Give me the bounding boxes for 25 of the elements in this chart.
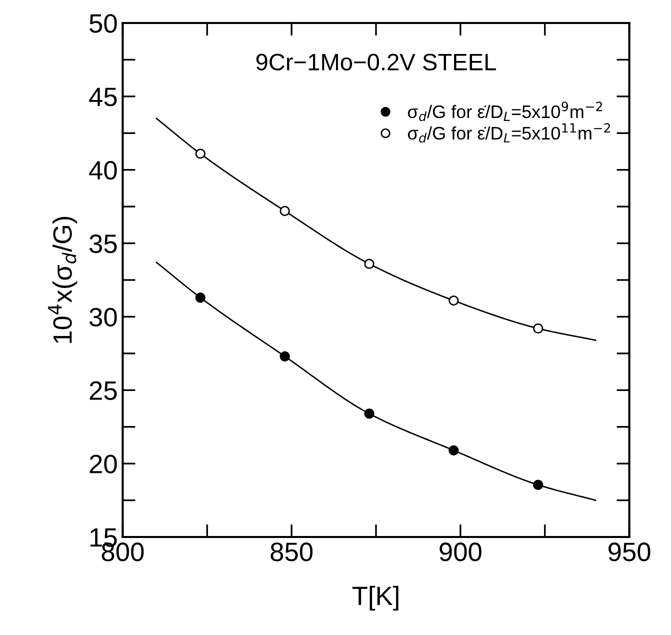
- y-tick-label: 30: [89, 308, 117, 327]
- x-tick-label: 950: [608, 542, 650, 562]
- text: 9Cr−1Mo−0.2V STEEL: [256, 54, 496, 70]
- legend-label: σ$_{d}$/G for ε̇/D$_{L}$=5x10$^{9}$m$^{−2}$: [408, 102, 602, 122]
- point: [448, 295, 459, 306]
- point: [195, 148, 206, 159]
- y-tick-label: 50: [90, 14, 117, 33]
- x-tick-label: 900: [440, 542, 482, 562]
- point: [280, 351, 290, 362]
- y-tick-label: 20: [90, 454, 117, 474]
- point: [533, 323, 544, 334]
- point: [280, 206, 290, 216]
- y-tick-label: 35: [89, 234, 117, 254]
- point: [364, 258, 374, 269]
- point: [364, 408, 374, 419]
- point: [195, 292, 206, 303]
- x-axis-title: T[K]: [352, 586, 398, 611]
- y-tick-label: 45: [89, 88, 117, 106]
- x-tick-label: 850: [270, 542, 313, 562]
- y-tick-label: 25: [90, 381, 117, 400]
- point: [533, 480, 544, 490]
- y-axis-title: 10$^{4}$x(σ$_{d}$/G): [48, 216, 78, 343]
- point: [448, 445, 459, 456]
- legend-label: σ$_{d}$/G for ε̇/D$_{L}$=5x10$^{11}$m$^{−2}$: [408, 123, 610, 143]
- y-tick-label: 40: [89, 160, 117, 180]
